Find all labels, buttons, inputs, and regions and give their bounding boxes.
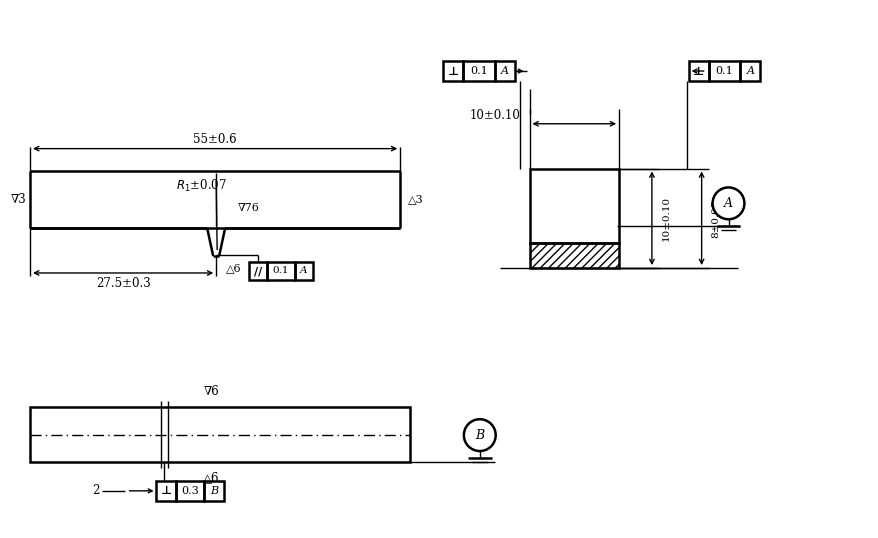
Text: A: A — [723, 197, 732, 210]
Text: 0.1: 0.1 — [715, 66, 732, 76]
Bar — [463, 61, 494, 81]
Bar — [30, 407, 410, 462]
Bar — [204, 481, 224, 501]
Text: △6: △6 — [226, 263, 241, 273]
Bar — [739, 61, 759, 81]
Text: //: // — [254, 265, 262, 277]
Bar — [248, 262, 267, 280]
Text: 10±0.10: 10±0.10 — [470, 109, 520, 122]
Text: ⊥: ⊥ — [692, 65, 703, 77]
Text: ∇76: ∇76 — [238, 203, 260, 213]
Text: ⊥: ⊥ — [161, 484, 172, 497]
Bar — [494, 61, 514, 81]
Circle shape — [712, 187, 744, 220]
Bar — [443, 61, 463, 81]
Text: $R_1$±0.07: $R_1$±0.07 — [176, 179, 227, 194]
Bar — [294, 262, 313, 280]
Text: 55±0.6: 55±0.6 — [193, 133, 237, 146]
Text: 27.5±0.3: 27.5±0.3 — [96, 278, 150, 291]
Bar — [708, 61, 739, 81]
Text: △3: △3 — [407, 194, 423, 204]
Text: A: A — [745, 66, 753, 76]
Text: 0.1: 0.1 — [272, 266, 289, 275]
Text: ⊥: ⊥ — [447, 65, 458, 77]
Bar — [176, 481, 204, 501]
Text: ∇6: ∇6 — [203, 385, 219, 398]
Text: 0.3: 0.3 — [181, 486, 199, 496]
Text: B: B — [210, 486, 218, 496]
Text: A: A — [500, 66, 508, 76]
Text: △6: △6 — [203, 471, 220, 484]
Text: B: B — [475, 429, 484, 442]
Text: 10±0.10: 10±0.10 — [660, 196, 670, 241]
Bar — [267, 262, 294, 280]
Bar — [529, 243, 618, 268]
Circle shape — [464, 419, 495, 451]
Bar — [688, 61, 708, 81]
Bar — [529, 168, 618, 243]
Text: 8±0.05: 8±0.05 — [710, 199, 719, 237]
Bar — [156, 481, 176, 501]
Text: 0.1: 0.1 — [470, 66, 487, 76]
Text: ∇3: ∇3 — [11, 193, 26, 206]
Text: A: A — [299, 266, 307, 275]
Text: 2: 2 — [92, 484, 99, 497]
